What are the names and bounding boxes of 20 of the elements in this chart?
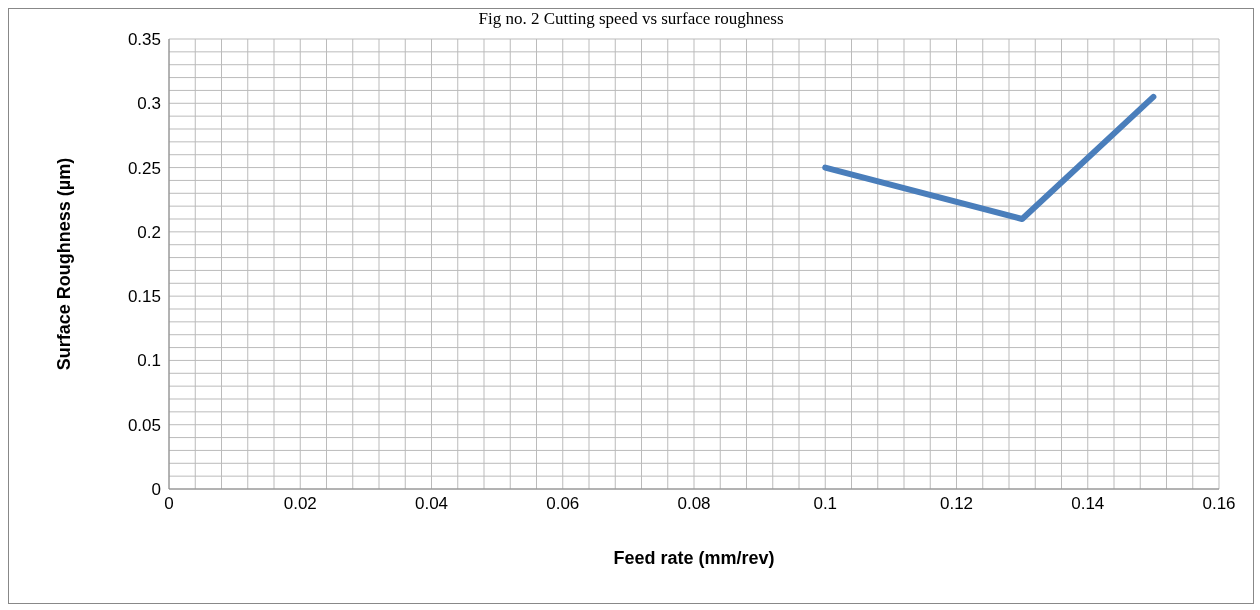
x-axis-title: Feed rate (mm/rev) — [613, 548, 775, 568]
x-tick-label: 0.06 — [546, 494, 580, 514]
chart-title: Fig no. 2 Cutting speed vs surface roughness — [477, 9, 785, 29]
y-tick-label: 0.25 — [127, 158, 161, 178]
y-axis-title: Surface Roughness (µm) — [54, 157, 75, 371]
x-tick-label: 0 — [164, 494, 174, 514]
x-tick-label: 0.1 — [813, 494, 838, 514]
x-tick-label: 0.16 — [1202, 494, 1236, 514]
y-tick-label: 0.15 — [127, 287, 161, 307]
y-tick-label: 0.1 — [137, 351, 161, 371]
x-tick-label: 0.08 — [677, 494, 711, 514]
x-tick-label: 0.12 — [939, 494, 974, 514]
y-tick-label: 0.35 — [127, 30, 161, 50]
y-tick-label: 0.3 — [137, 94, 161, 114]
x-tick-label: 0.02 — [283, 494, 317, 514]
y-tick-label: 0.2 — [137, 222, 161, 242]
x-tick-label: 0.04 — [414, 494, 449, 514]
y-tick-label: 0.05 — [127, 415, 161, 435]
y-tick-label: 0 — [151, 480, 161, 500]
x-tick-label: 0.14 — [1071, 494, 1105, 514]
